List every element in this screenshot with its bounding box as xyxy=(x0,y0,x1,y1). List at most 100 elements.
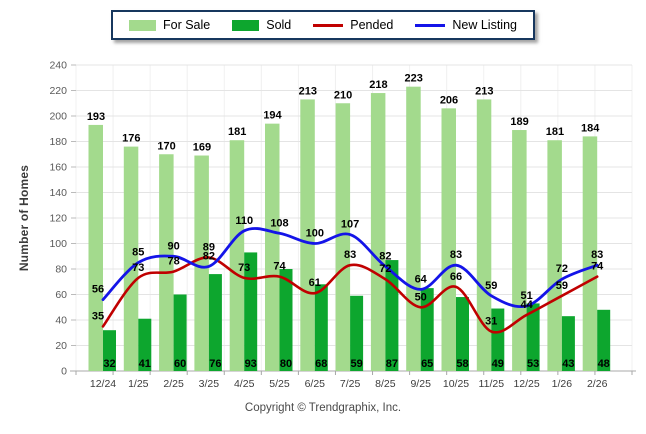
for-sale-bar xyxy=(159,154,174,371)
sold-value-label: 43 xyxy=(562,358,574,370)
sold-bar xyxy=(208,274,222,371)
for-sale-value-label: 206 xyxy=(440,94,458,106)
new-listing-value-label: 56 xyxy=(92,284,104,296)
sold-bar xyxy=(526,303,540,371)
legend-item-for-sale: For Sale xyxy=(128,18,210,32)
sold-bar xyxy=(244,252,258,371)
legend-item-new-listing: New Listing xyxy=(415,18,517,32)
sold-bar xyxy=(173,294,187,371)
y-tick-label: 40 xyxy=(55,315,67,327)
pended-line-icon xyxy=(313,23,344,27)
for-sale-bar xyxy=(300,99,315,372)
pended-value-label: 35 xyxy=(92,310,104,322)
sold-value-label: 53 xyxy=(527,358,539,370)
pended-value-label: 73 xyxy=(132,262,144,274)
y-tick-label: 180 xyxy=(49,136,67,148)
legend-item-sold: Sold xyxy=(232,18,291,32)
for-sale-bar xyxy=(229,140,245,371)
y-tick-label: 100 xyxy=(49,238,67,250)
sold-value-label: 68 xyxy=(315,358,327,370)
for-sale-value-label: 181 xyxy=(228,126,246,138)
pended-value-label: 59 xyxy=(556,280,568,292)
x-tick-label: 3/25 xyxy=(199,378,220,390)
y-tick-label: 160 xyxy=(49,162,67,174)
for-sale-value-label: 181 xyxy=(546,126,564,138)
sold-value-label: 65 xyxy=(421,358,433,370)
sold-value-label: 87 xyxy=(386,358,398,370)
sold-bar xyxy=(103,330,116,371)
y-tick-label: 80 xyxy=(55,264,67,276)
sold-bar xyxy=(350,295,364,371)
sold-value-label: 80 xyxy=(280,358,292,370)
sold-bar xyxy=(456,297,469,371)
sold-value-label: 41 xyxy=(139,358,151,370)
pended-value-label: 74 xyxy=(273,261,286,273)
for-sale-bar xyxy=(265,123,280,372)
for-sale-bar xyxy=(370,93,386,372)
sold-bar xyxy=(279,269,293,371)
pended-value-label: 74 xyxy=(591,261,604,273)
new-listing-value-label: 100 xyxy=(306,228,324,240)
new-listing-value-label: 83 xyxy=(591,249,603,261)
x-tick-label: 9/25 xyxy=(410,378,431,390)
for-sale-bar xyxy=(335,103,351,371)
x-tick-label: 11/25 xyxy=(479,378,505,390)
x-tick-label: 6/25 xyxy=(305,378,326,390)
for-sale-value-label: 193 xyxy=(87,111,105,123)
x-tick-label: 1/26 xyxy=(552,378,573,390)
pended-value-label: 83 xyxy=(344,249,356,261)
sold-value-label: 93 xyxy=(245,358,257,370)
pended-value-label: 89 xyxy=(203,242,215,254)
for-sale-value-label: 213 xyxy=(299,85,317,97)
x-tick-label: 5/25 xyxy=(269,378,290,390)
pended-value-label: 31 xyxy=(485,315,497,327)
x-tick-label: 2/25 xyxy=(163,378,184,390)
sold-value-label: 59 xyxy=(350,358,362,370)
sold-value-label: 49 xyxy=(492,358,504,370)
homes-chart: 0 20 40 60 80 100 120 140 160 180 200 220 240 193 32 56… xyxy=(49,60,636,390)
for-sale-value-label: 213 xyxy=(475,85,493,97)
sold-bar xyxy=(420,288,434,371)
y-axis-title: Number of Homes xyxy=(17,164,31,272)
y-tick-label: 220 xyxy=(49,85,67,97)
y-tick-label: 240 xyxy=(49,60,67,72)
y-tick-label: 60 xyxy=(55,289,67,301)
new-listing-value-label: 108 xyxy=(270,217,288,229)
new-listing-line xyxy=(101,227,599,309)
pended-value-label: 72 xyxy=(379,263,391,275)
for-sale-value-label: 189 xyxy=(510,116,528,128)
x-tick-label: 1/25 xyxy=(128,378,149,390)
x-tick-label: 8/25 xyxy=(375,378,396,390)
pended-value-label: 44 xyxy=(520,299,533,311)
y-tick-label: 200 xyxy=(49,111,67,123)
pended-value-label: 50 xyxy=(415,291,427,303)
for-sale-value-label: 210 xyxy=(334,89,352,101)
pended-value-label: 78 xyxy=(167,256,179,268)
x-tick-label: 4/25 xyxy=(234,378,255,390)
pended-value-label: 66 xyxy=(450,271,462,283)
sold-value-label: 60 xyxy=(174,358,186,370)
for-sale-bar xyxy=(547,140,562,371)
for-sale-bar xyxy=(476,99,492,372)
for-sale-bar xyxy=(123,146,139,371)
new-listing-value-label: 85 xyxy=(132,247,144,259)
sold-value-label: 76 xyxy=(209,358,221,370)
copyright-text: Copyright © Trendgraphix, Inc. xyxy=(244,402,402,414)
x-tick-label: 12/25 xyxy=(513,378,539,390)
new-listing-value-label: 59 xyxy=(485,280,497,292)
sold-value-label: 32 xyxy=(103,358,115,370)
x-tick-label: 2/26 xyxy=(587,378,608,390)
sold-swatch-icon xyxy=(232,19,260,31)
x-tick-label: 10/25 xyxy=(443,378,469,390)
new-listing-value-label: 82 xyxy=(379,250,391,262)
new-listing-value-label: 110 xyxy=(235,215,253,227)
sold-bar xyxy=(138,318,152,371)
for-sale-value-label: 218 xyxy=(369,79,387,91)
sold-bar xyxy=(561,316,575,371)
legend-container: For Sale Sold Pended New Listing xyxy=(0,10,646,40)
legend-label: Pended xyxy=(350,18,394,32)
for-sale-bar xyxy=(88,124,103,371)
for-sale-value-label: 169 xyxy=(193,142,211,154)
for-sale-value-label: 194 xyxy=(263,110,282,122)
